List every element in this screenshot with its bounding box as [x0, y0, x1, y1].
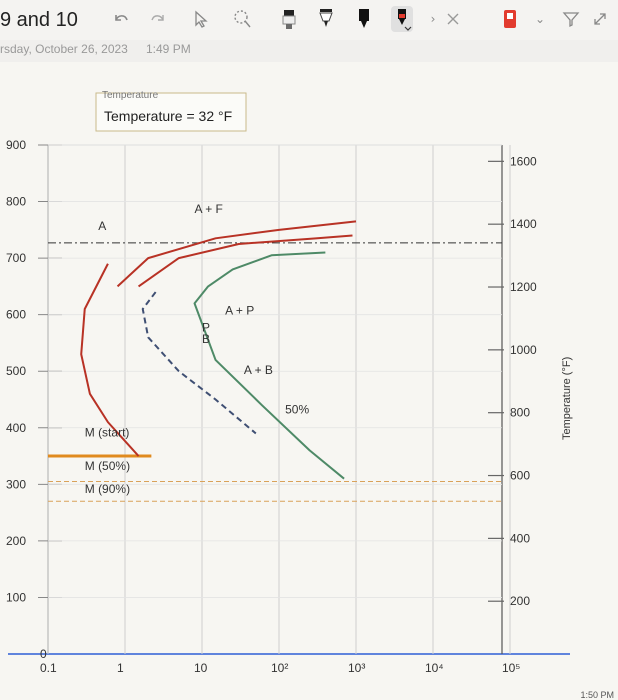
right-tick-label: 1200: [510, 280, 537, 294]
region-label: M (50%): [85, 459, 130, 473]
y-tick-label: 100: [6, 590, 26, 604]
note-date: rsday, October 26, 2023: [0, 42, 128, 56]
region-label: M (90%): [85, 482, 130, 496]
photo-of-textbook-figure: Temperature Temperature = 32 °F 0.1 1 10 10…: [0, 62, 618, 700]
y-tick-label: 0: [40, 647, 47, 661]
series-curve: [141, 291, 257, 435]
x-tick-label: 0.1: [40, 661, 57, 675]
region-label: 50%: [285, 403, 309, 417]
right-tick-label: 400: [510, 531, 530, 545]
close-icon[interactable]: [440, 6, 466, 32]
x-tick-label: 10: [194, 661, 208, 675]
region-label: A: [98, 219, 106, 233]
red-tag-icon[interactable]: [497, 6, 523, 32]
y-tick-label: 800: [6, 195, 26, 209]
toolbar: 9 and 10 › ⌄: [0, 0, 618, 40]
lasso-icon[interactable]: [229, 6, 255, 32]
y-tick-label: 300: [6, 477, 26, 491]
title-box: [95, 92, 247, 132]
red-pen-icon[interactable]: [389, 6, 415, 32]
ttt-diagram: Temperature Temperature = 32 °F 0.1 1 10 10…: [6, 90, 573, 675]
right-axis-label: Temperature (°F): [561, 357, 573, 440]
x-tick-label: 10⁵: [502, 661, 520, 675]
footer-time: 1:50 PM: [580, 690, 614, 700]
y-tick-label: 700: [6, 251, 26, 265]
series-curve: [116, 220, 357, 288]
filter-icon[interactable]: [558, 6, 584, 32]
x-tick-label: 10²: [271, 661, 288, 675]
pen-icon[interactable]: [313, 6, 339, 32]
chevron-right-icon[interactable]: ›: [430, 12, 436, 26]
clipped-title: Temperature: [102, 90, 159, 101]
x-tick-label: 1: [117, 661, 124, 675]
x-tick-label: 10⁴: [425, 661, 444, 675]
right-tick-label: 200: [510, 594, 530, 608]
region-label: P: [202, 321, 210, 335]
right-tick-label: 1600: [510, 154, 537, 168]
region-label: M (start): [85, 425, 130, 439]
region-label: A + P: [225, 304, 254, 318]
series-curve: [193, 251, 345, 480]
highlighter-icon[interactable]: [276, 6, 302, 32]
expand-icon[interactable]: [587, 6, 613, 32]
series-curve: [80, 263, 140, 457]
marker-icon[interactable]: [351, 6, 377, 32]
chevron-down-icon[interactable]: ⌄: [534, 12, 546, 26]
note-meta-bar: [0, 40, 618, 62]
y-tick-label: 600: [6, 308, 26, 322]
right-tick-label: 1400: [510, 217, 537, 231]
x-tick-label: 10³: [348, 661, 365, 675]
region-label: A + B: [244, 363, 273, 377]
region-label: A + F: [195, 202, 223, 216]
right-tick-label: 600: [510, 469, 530, 483]
series-curve: [137, 234, 353, 288]
page-title: 9 and 10: [0, 9, 78, 31]
right-tick-label: 1000: [510, 343, 537, 357]
note-time: 1:49 PM: [146, 42, 191, 56]
undo-icon[interactable]: [108, 6, 134, 32]
chart-title: Temperature = 32 °F: [104, 108, 232, 124]
right-tick-label: 800: [510, 406, 530, 420]
y-tick-label: 400: [6, 421, 26, 435]
region-label: B: [202, 332, 210, 346]
pointer-icon[interactable]: [188, 6, 214, 32]
redo-icon[interactable]: [145, 6, 171, 32]
y-tick-label: 200: [6, 534, 26, 548]
y-tick-label: 900: [6, 138, 26, 152]
y-tick-label: 500: [6, 364, 26, 378]
